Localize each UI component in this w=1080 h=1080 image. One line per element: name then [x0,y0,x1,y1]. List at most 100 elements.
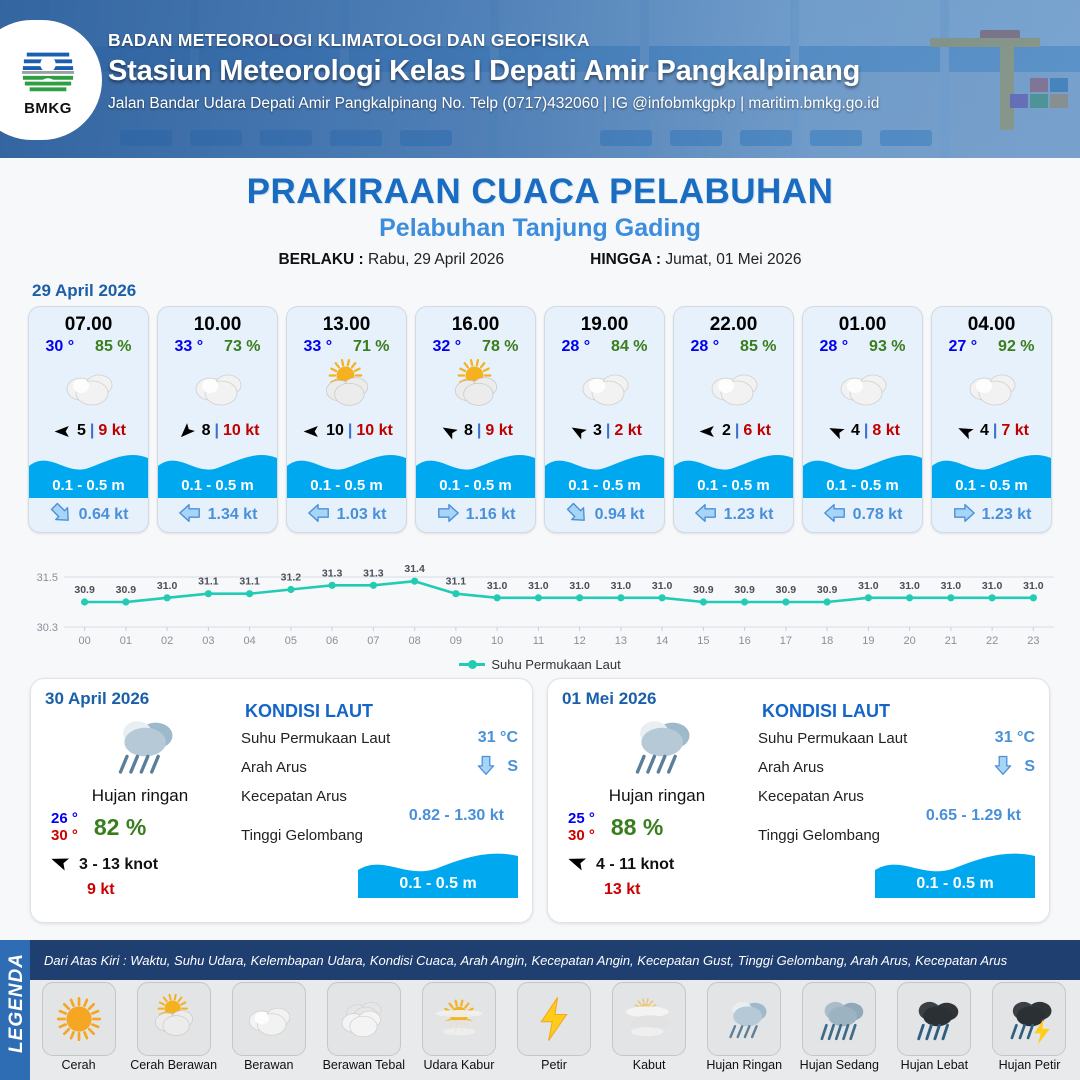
header-text-block: BADAN METEOROLOGI KLIMATOLOGI DAN GEOFIS… [108,30,1058,113]
wave-height: 0.1 - 0.5 m [697,477,770,494]
title-block: PRAKIRAAN CUACA PELABUHAN Pelabuhan Tanj… [0,172,1080,269]
svg-text:12: 12 [573,635,585,647]
svg-text:31.0: 31.0 [157,580,178,592]
wave-shape-icon [545,455,664,498]
gust-speed: 10 kt [356,422,393,439]
kabut-icon [612,982,687,1056]
card-temperature: 27 ° [948,338,978,355]
gust-speed: 9 kt [98,422,126,439]
wave-height: 0.1 - 0.5 m [181,477,254,494]
page-subtitle: Pelabuhan Tanjung Gading [379,214,701,242]
card-temp-hum-row: 30 ° 85 % [29,337,148,356]
current-direction-arrow-icon [992,754,1014,780]
legend-item: Hujan Sedang [795,982,884,1072]
header-overlay [0,0,1080,158]
svg-text:16: 16 [738,635,750,647]
current-direction-label: Arah Arus [758,758,824,776]
current-direction-label: Arah Arus [241,758,307,776]
svg-text:31.0: 31.0 [1023,580,1044,592]
current-speed: 1.34 kt [207,506,258,523]
card-temperature: 28 ° [819,338,849,355]
card-wave-box: 0.1 - 0.5 m [416,448,535,498]
daily-temp-max: 30 ° [568,827,595,844]
card-current-row: 0.64 kt [29,498,148,532]
berawan-icon [231,982,306,1056]
berawan-tebal-icon [326,982,401,1056]
card-wave-box: 0.1 - 0.5 m [29,448,148,498]
wave-height-label: Tinggi Gelombang [758,827,881,844]
daily-left: 01 Mei 2026 Hujan ringan 25 ° 30 ° 88 % … [562,689,752,912]
legend-item: Berawan [224,982,313,1072]
wave-height: 0.1 - 0.5 m [52,477,125,494]
daily-temp-min: 25 ° [568,810,595,827]
current-speed: 0.64 kt [78,506,129,523]
legend-item-label: Udara Kabur [423,1058,495,1072]
wind-direction-arrow-icon [566,851,588,878]
wave-height-label: Tinggi Gelombang [241,827,364,844]
svg-text:31.1: 31.1 [198,576,219,588]
sst-row: Suhu Permukaan Laut 31 °C [241,729,518,747]
hujan-sedang-icon [802,982,877,1056]
current-direction-row: Arah Arus S [241,754,518,780]
current-direction-arrow-icon [823,501,847,530]
current-direction-value: S [1024,758,1035,775]
station-contact: Jalan Bandar Udara Depati Amir Pangkalpi… [108,95,880,112]
legend-item-label: Cerah [61,1058,96,1072]
svg-text:31.3: 31.3 [322,567,343,579]
card-temperature: 28 ° [561,338,591,355]
sst-label: Suhu Permukaan Laut [241,729,391,747]
wind-direction-arrow-icon [300,421,322,441]
current-direction-arrow-icon [49,501,73,530]
card-humidity: 85 % [95,338,132,355]
hourly-date-label: 29 April 2026 [32,281,137,300]
wave-height: 0.1 - 0.5 m [310,477,383,494]
legend-item-label: Petir [541,1058,567,1072]
svg-text:30.9: 30.9 [693,584,714,596]
berlaku-label: BERLAKU : [278,251,364,268]
cerah-icon [41,982,116,1056]
legend-item: Cerah Berawan [129,982,218,1072]
gust-speed: 2 kt [614,422,642,439]
card-current-row: 0.94 kt [545,498,664,532]
wind-speed: 3 [593,422,602,439]
legend-item: Berawan Tebal [319,982,408,1072]
current-speed-label: Kecepatan Arus [241,788,347,805]
daily-humidity: 88 % [610,813,664,840]
wind-direction-arrow-icon [825,421,847,441]
daily-gust: 9 kt [87,881,115,898]
legenda-title: LEGENDA [6,953,27,1053]
card-temperature: 32 ° [432,338,462,355]
hujan-lebat-icon [897,982,972,1056]
gust-speed: 9 kt [485,422,513,439]
current-direction-arrow-icon [694,501,718,530]
card-time: 04.00 [967,314,1016,335]
legend-note: Dari Atas Kiri : Waktu, Suhu Udara, Kele… [30,940,1080,980]
daily-left: 30 April 2026 Hujan ringan 26 ° 30 ° 82 … [45,689,235,912]
petir-icon [517,982,592,1056]
legend-marker-icon [459,660,486,669]
gust-speed: 6 kt [743,422,771,439]
legend-item-label: Hujan Ringan [706,1058,783,1072]
chart-legend-label: Suhu Permukaan Laut [491,657,621,672]
wind-speed: 4 [851,422,860,439]
card-temp-hum-row: 33 ° 71 % [287,337,406,356]
sst-label: Suhu Permukaan Laut [758,729,908,747]
bmkg-emblem-icon [21,52,75,92]
svg-text:23: 23 [1027,635,1039,647]
daily-forecast-card: 01 Mei 2026 Hujan ringan 25 ° 30 ° 88 % … [547,678,1050,923]
svg-text:30.9: 30.9 [776,584,797,596]
card-temp-hum-row: 32 ° 78 % [416,337,535,356]
separator: | [734,422,740,439]
card-wave-box: 0.1 - 0.5 m [158,448,277,498]
card-humidity: 93 % [869,338,906,355]
hourly-card: 16.00 32 ° 78 % 8 | 9 kt 0.1 - 0.5 m 1.1… [415,306,536,533]
current-direction-arrow-icon [178,501,202,530]
current-speed: 1.23 kt [723,506,774,523]
svg-text:07: 07 [367,635,379,647]
daily-wave-height: 0.1 - 0.5 m [399,875,477,892]
daily-temp-hum-row: 26 ° 30 ° 82 % [45,810,235,844]
separator: | [605,422,611,439]
berlaku-value: Rabu, 29 April 2026 [368,251,505,268]
wind-speed: 10 [326,422,344,439]
card-temp-hum-row: 27 ° 92 % [932,337,1051,356]
